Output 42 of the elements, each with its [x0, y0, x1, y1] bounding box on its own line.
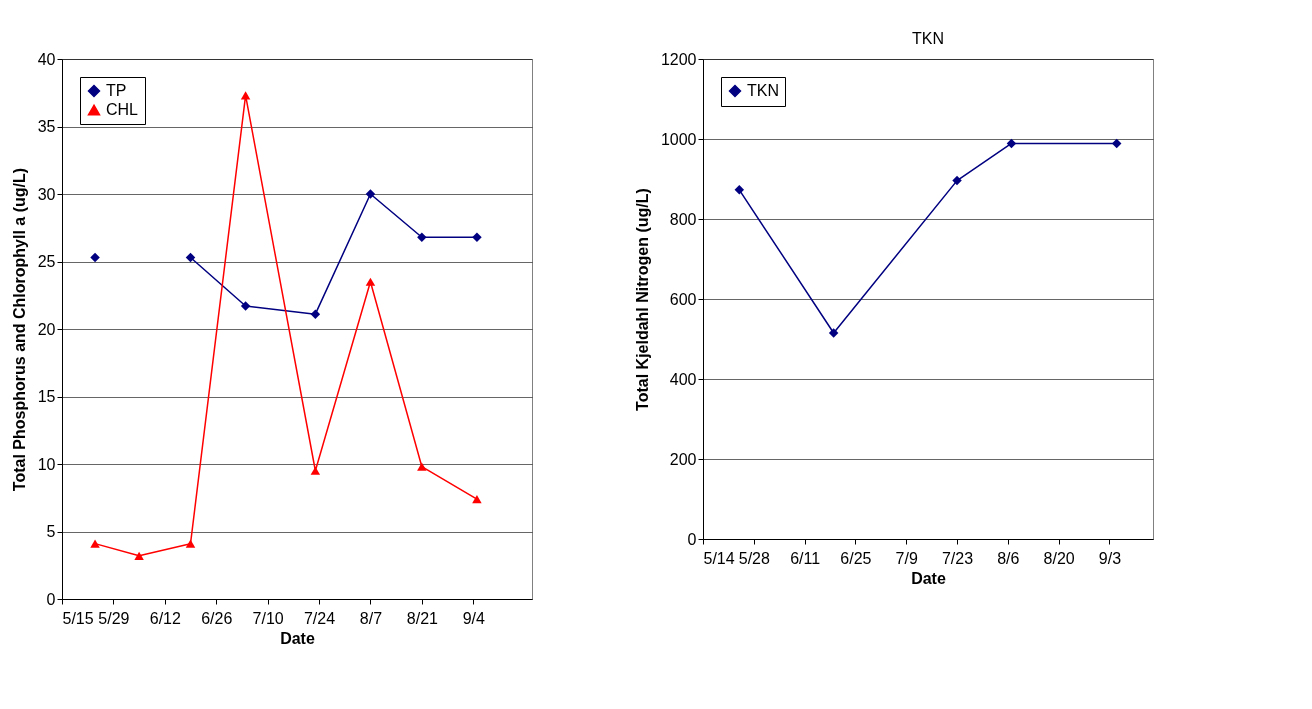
y-tick-label: 20	[37, 320, 56, 338]
y-axis-title: Total Phosphorus and Chlorophyll a (ug/L)	[10, 167, 28, 492]
y-tick-label: 400	[669, 370, 697, 388]
x-tick-label: 8/20	[1043, 549, 1075, 567]
x-tick-label: 8/7	[359, 609, 383, 627]
y-tick-label: 800	[669, 210, 697, 228]
x-tick-label: 8/6	[997, 549, 1020, 567]
x-tick-label: 6/12	[149, 609, 181, 627]
x-tick-label: 5/28	[738, 549, 770, 567]
x-tick-label: 8/21	[406, 609, 439, 627]
y-tick-label: 40	[37, 50, 56, 68]
x-tick-label: 5/29	[98, 609, 130, 627]
x-tick-label: 6/11	[790, 549, 821, 567]
y-axis-title: Total Kjeldahl Nitrogen (ug/L)	[633, 188, 651, 411]
y-tick-label: 5	[46, 523, 56, 540]
x-axis-title: Date	[280, 629, 315, 647]
y-tick-label: 10	[37, 455, 56, 473]
y-tick-label: 30	[37, 185, 56, 203]
x-tick-label: 9/4	[462, 609, 485, 627]
legend-label: TKN	[747, 82, 779, 99]
x-tick-label: 6/25	[840, 549, 872, 567]
x-tick-label: 7/9	[895, 549, 918, 567]
x-tick-label: 7/24	[303, 609, 336, 627]
x-tick-label: 5/14	[703, 549, 735, 567]
x-axis-title: Date	[911, 569, 946, 587]
legend-label: TP	[106, 82, 127, 99]
y-tick-label: 200	[669, 450, 697, 468]
y-tick-label: 25	[37, 253, 56, 270]
x-tick-label: 5/15	[62, 609, 94, 627]
y-tick-label: 1000	[660, 130, 697, 148]
chart-title: TKN	[912, 30, 944, 47]
y-tick-label: 15	[37, 388, 56, 405]
x-tick-label: 9/3	[1098, 549, 1122, 567]
y-tick-label: 35	[37, 118, 56, 135]
y-tick-label: 0	[46, 590, 56, 608]
y-tick-label: 0	[687, 530, 697, 548]
x-tick-label: 7/10	[252, 609, 284, 627]
y-tick-label: 600	[669, 290, 697, 308]
x-tick-label: 7/23	[941, 549, 974, 567]
y-tick-label: 1200	[660, 50, 697, 68]
legend-label: CHL	[106, 101, 139, 118]
x-tick-label: 6/26	[201, 609, 233, 627]
